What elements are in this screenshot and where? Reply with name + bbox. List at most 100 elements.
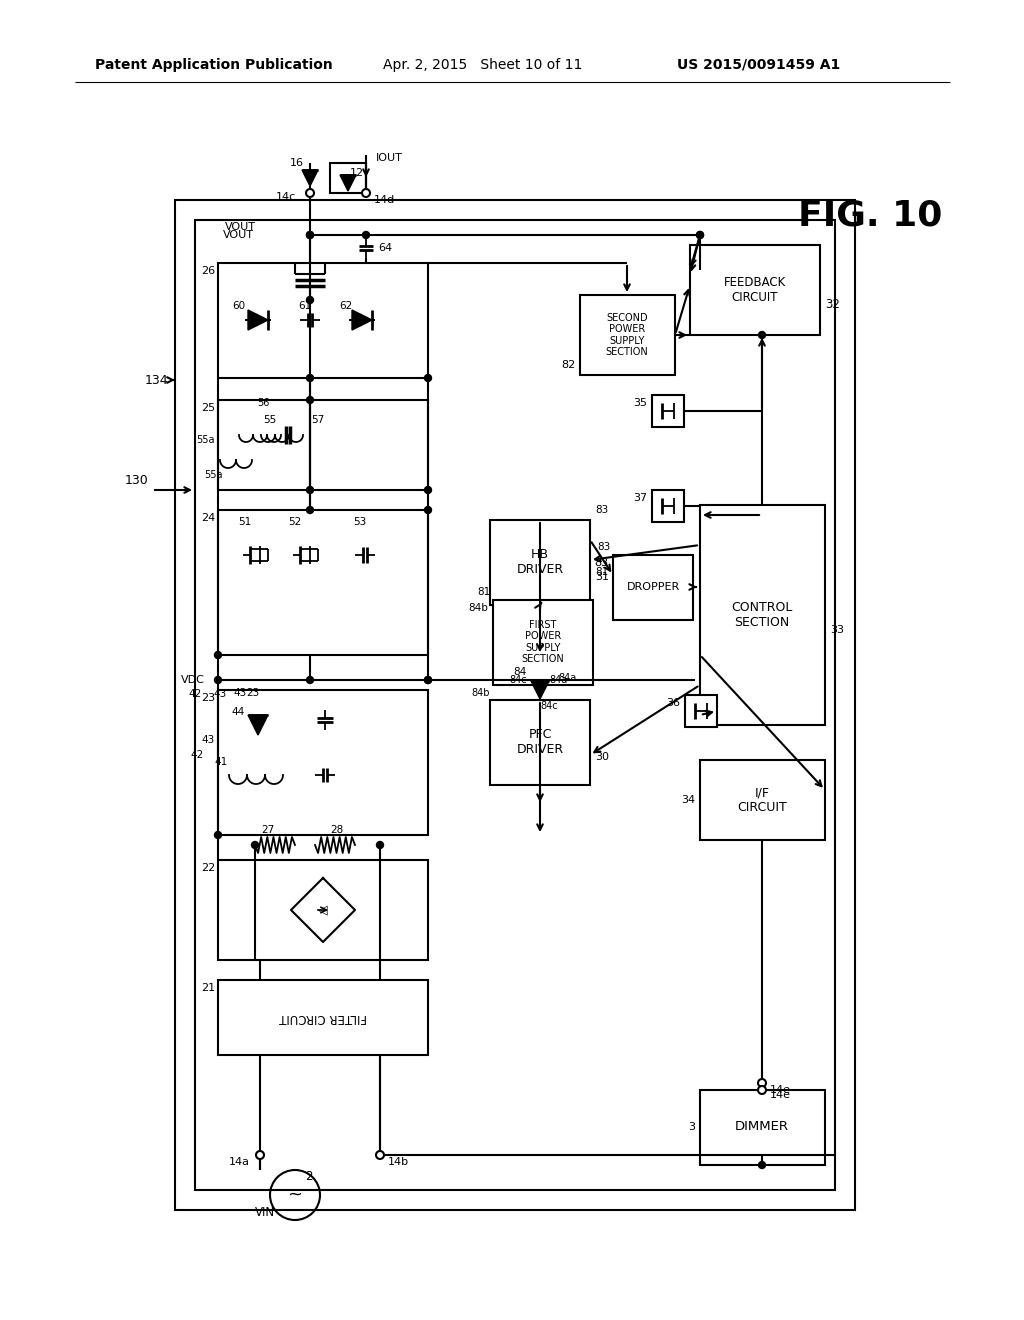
Circle shape: [306, 231, 313, 239]
Bar: [700, 506, 825, 725]
Text: 33: 33: [830, 624, 844, 635]
Text: 55: 55: [263, 414, 276, 425]
Bar: [652, 395, 684, 426]
Text: 81: 81: [595, 568, 608, 577]
Text: 84a: 84a: [558, 673, 577, 682]
Circle shape: [425, 507, 431, 513]
Text: 42: 42: [188, 689, 202, 700]
Text: FIRST
POWER
SUPPLY
SECTION: FIRST POWER SUPPLY SECTION: [521, 619, 564, 664]
Text: 130: 130: [124, 474, 148, 487]
Text: FILTER CIRCUIT: FILTER CIRCUIT: [280, 1011, 367, 1023]
Bar: [490, 700, 590, 785]
Text: 84b: 84b: [468, 603, 488, 612]
Bar: [580, 294, 675, 375]
Bar: [490, 520, 590, 605]
Text: FIG. 10: FIG. 10: [798, 198, 942, 232]
Bar: [175, 201, 855, 1210]
Text: 23: 23: [201, 693, 215, 704]
Text: 28: 28: [330, 825, 343, 836]
Text: 22: 22: [201, 863, 215, 873]
Text: VOUT: VOUT: [225, 222, 256, 232]
Text: 23: 23: [246, 688, 259, 698]
Text: 55a: 55a: [205, 470, 223, 480]
Text: 37: 37: [633, 492, 647, 503]
Bar: [690, 246, 820, 335]
Circle shape: [214, 676, 221, 684]
Bar: [700, 760, 825, 840]
Circle shape: [306, 375, 313, 381]
Text: 84: 84: [514, 667, 527, 677]
Text: DROPPER: DROPPER: [627, 582, 680, 591]
Text: VOUT: VOUT: [223, 230, 254, 240]
Circle shape: [214, 652, 221, 659]
Bar: [218, 263, 428, 378]
Text: 51: 51: [239, 517, 252, 527]
Text: 24: 24: [201, 513, 215, 523]
Text: I/F
CIRCUIT: I/F CIRCUIT: [737, 785, 786, 814]
Text: 25: 25: [201, 403, 215, 413]
Bar: [195, 220, 835, 1191]
Text: 44: 44: [231, 708, 245, 717]
Text: 14c: 14c: [275, 191, 296, 202]
Text: 84b: 84b: [471, 688, 490, 698]
Text: IOUT: IOUT: [376, 153, 402, 162]
Text: 31: 31: [595, 572, 609, 582]
Bar: [493, 601, 593, 685]
Text: 84c: 84c: [509, 675, 527, 685]
Text: 56: 56: [257, 399, 269, 408]
Polygon shape: [531, 681, 549, 700]
Circle shape: [306, 189, 314, 197]
Text: 14d: 14d: [374, 195, 395, 205]
Circle shape: [759, 331, 766, 338]
Text: VDC: VDC: [181, 675, 205, 685]
Text: 27: 27: [261, 825, 274, 836]
Text: Patent Application Publication: Patent Application Publication: [95, 58, 333, 73]
Circle shape: [759, 1162, 766, 1168]
Circle shape: [425, 676, 431, 684]
Text: 21: 21: [201, 983, 215, 993]
Text: FEEDBACK
CIRCUIT: FEEDBACK CIRCUIT: [724, 276, 786, 304]
Circle shape: [256, 1151, 264, 1159]
Text: VIN: VIN: [255, 1206, 275, 1220]
Text: 14e: 14e: [770, 1085, 791, 1096]
Text: DIMMER: DIMMER: [735, 1121, 790, 1134]
Circle shape: [758, 1086, 766, 1094]
Text: 43: 43: [213, 689, 226, 700]
Text: 43: 43: [202, 735, 215, 744]
Text: 16: 16: [290, 158, 304, 168]
Bar: [218, 400, 428, 490]
Polygon shape: [248, 715, 268, 735]
Text: SECOND
POWER
SUPPLY
SECTION: SECOND POWER SUPPLY SECTION: [605, 313, 648, 358]
Bar: [218, 690, 428, 836]
Text: 84c: 84c: [540, 701, 558, 711]
Bar: [613, 554, 693, 620]
Text: 55a: 55a: [197, 436, 215, 445]
Text: 83: 83: [594, 558, 608, 568]
Text: 60: 60: [231, 301, 245, 312]
Text: 83: 83: [597, 543, 610, 552]
Text: 61: 61: [298, 301, 311, 312]
Text: Apr. 2, 2015   Sheet 10 of 11: Apr. 2, 2015 Sheet 10 of 11: [383, 58, 583, 73]
Bar: [218, 510, 428, 655]
Text: 81: 81: [477, 587, 490, 597]
Text: PFC
DRIVER: PFC DRIVER: [516, 729, 563, 756]
Text: 41: 41: [215, 756, 228, 767]
Circle shape: [377, 842, 384, 849]
Circle shape: [306, 507, 313, 513]
Bar: [218, 861, 428, 960]
Text: 62: 62: [339, 301, 352, 312]
Text: 134: 134: [144, 374, 168, 387]
Bar: [218, 979, 428, 1055]
Bar: [685, 696, 717, 727]
Circle shape: [362, 189, 370, 197]
Text: 42: 42: [190, 750, 204, 760]
Text: 36: 36: [666, 698, 680, 708]
Text: 64: 64: [378, 243, 392, 253]
Text: 26: 26: [201, 267, 215, 276]
Text: 53: 53: [353, 517, 367, 527]
Text: 84a: 84a: [549, 675, 567, 685]
Text: 83: 83: [595, 506, 608, 515]
Circle shape: [758, 1078, 766, 1086]
Text: 14a: 14a: [229, 1158, 250, 1167]
Text: 12: 12: [350, 168, 365, 178]
